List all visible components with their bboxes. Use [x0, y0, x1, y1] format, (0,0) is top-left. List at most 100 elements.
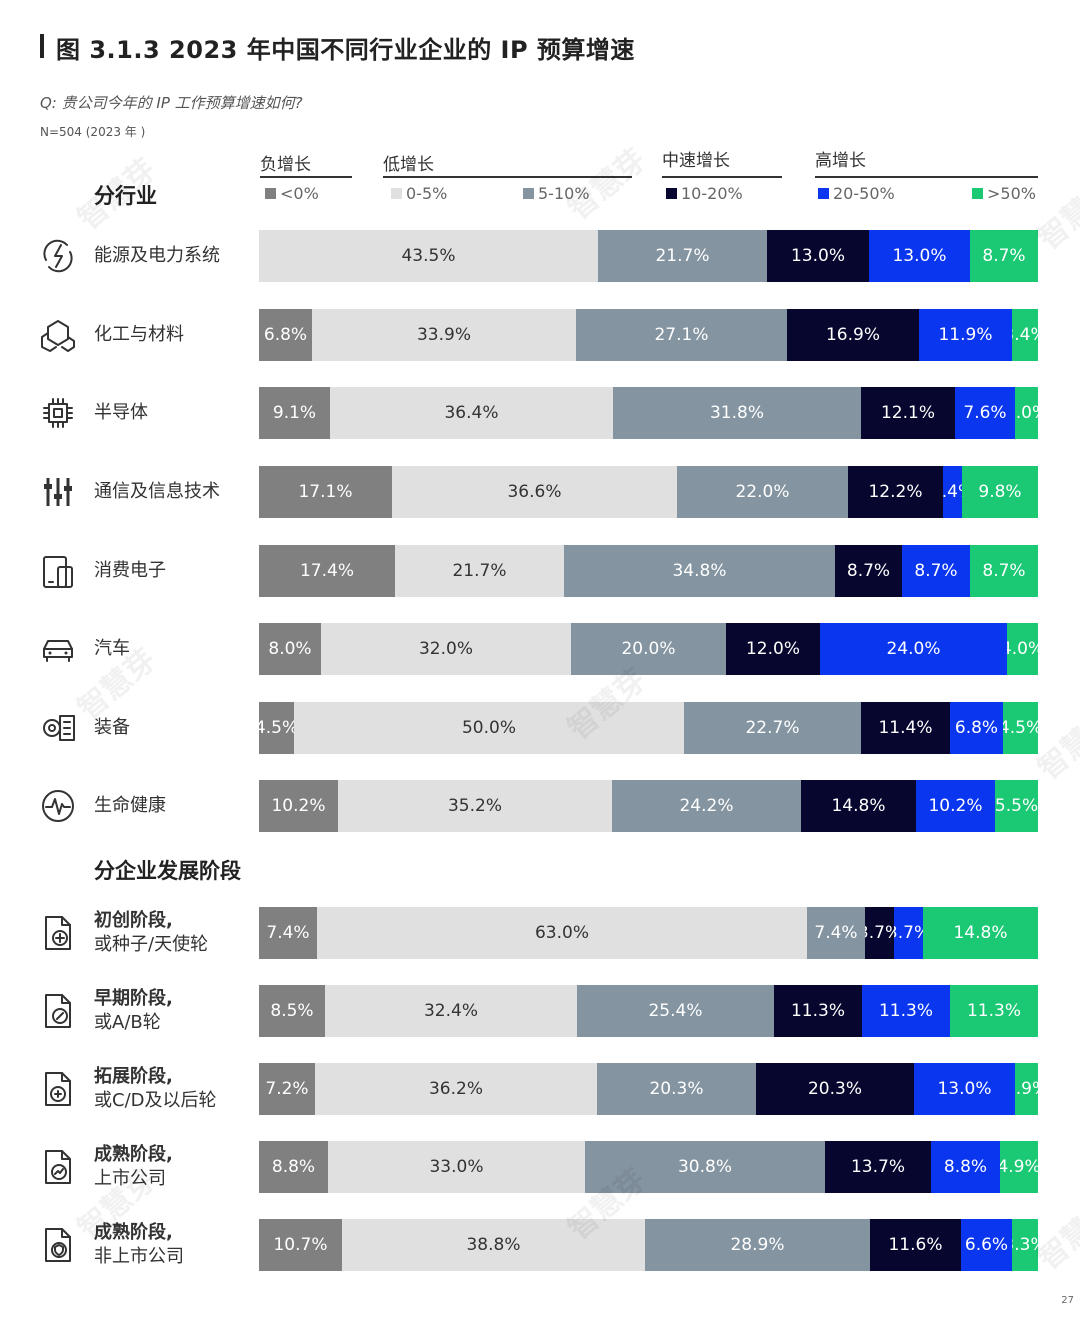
heartbeat-icon	[38, 786, 78, 826]
data-label: 12.0%	[745, 639, 800, 659]
page-number: 27	[1061, 1295, 1074, 1306]
bar-segment: 33.0%	[328, 1141, 585, 1193]
bar-segment: 63.0%	[317, 907, 807, 959]
legend-entry: >50%	[972, 184, 1036, 203]
data-label: 36.6%	[507, 482, 562, 502]
bar-segment: 6.8%	[950, 702, 1003, 754]
data-label: 32.0%	[418, 639, 473, 659]
data-label: 3.7%	[865, 923, 894, 943]
data-label: 16.9%	[825, 325, 880, 345]
bar-segment: 32.4%	[325, 985, 577, 1037]
bar-segment: 22.7%	[684, 702, 861, 754]
data-label: 11.9%	[938, 325, 993, 345]
stacked-bar: 10.2% 35.2% 24.2% 14.8% 10.2% 5.5%	[259, 780, 1038, 832]
doc-edit-icon	[38, 991, 78, 1031]
data-label: 3.0%	[1015, 403, 1038, 423]
row-label-secondary: 非上市公司	[94, 1246, 184, 1267]
bar-segment: 20.0%	[571, 623, 726, 675]
bar-segment: 34.8%	[564, 545, 835, 597]
data-label: 17.1%	[298, 482, 353, 502]
data-label: 13.0%	[790, 246, 845, 266]
bar-segment: 33.9%	[312, 309, 576, 361]
data-label: 5.5%	[995, 796, 1038, 816]
energy-icon	[38, 236, 78, 276]
data-label: 10.7%	[273, 1235, 328, 1255]
data-label: 36.2%	[428, 1079, 483, 1099]
row-label-secondary: 或C/D及以后轮	[94, 1090, 217, 1111]
bar-segment: 8.7%	[902, 545, 970, 597]
data-label: 4.9%	[1000, 1157, 1038, 1177]
data-label: 8.7%	[982, 561, 1026, 581]
legend-entry: 5-10%	[523, 184, 590, 203]
data-label: 7.6%	[963, 403, 1007, 423]
legend-entry: <0%	[265, 184, 319, 203]
row-label: 能源及电力系统	[94, 245, 220, 266]
bar-segment: 4.9%	[1000, 1141, 1038, 1193]
data-label: 8.7%	[846, 561, 891, 581]
bar-segment: 3.4%	[1012, 309, 1038, 361]
bar-segment: 24.0%	[820, 623, 1007, 675]
bar-segment: 3.7%	[865, 907, 894, 959]
data-label: 33.9%	[416, 325, 471, 345]
legend-swatch	[818, 188, 829, 199]
bar-segment: 14.8%	[923, 907, 1038, 959]
stacked-bar: 8.8% 33.0% 30.8% 13.7% 8.8% 4.9%	[259, 1141, 1038, 1193]
legend-label: 20-50%	[833, 184, 895, 203]
data-label: 24.2%	[679, 796, 734, 816]
data-label: 7.2%	[265, 1079, 309, 1099]
data-label: 38.8%	[466, 1235, 521, 1255]
legend-swatch	[523, 188, 534, 199]
bar-segment: 10.2%	[259, 780, 338, 832]
bar-segment: 21.7%	[598, 230, 767, 282]
data-label: 63.0%	[534, 923, 589, 943]
data-label: 4.0%	[1007, 639, 1038, 659]
bar-segment: 11.6%	[870, 1219, 961, 1271]
data-label: 3.7%	[894, 923, 923, 943]
stacked-bar: 6.8% 33.9% 27.1% 16.9% 11.9% 3.4%	[259, 309, 1038, 361]
car-icon	[38, 629, 78, 669]
sliders-icon	[38, 472, 78, 512]
data-label: 34.8%	[672, 561, 727, 581]
legend-group-underline	[662, 176, 782, 178]
title-accent-bar	[40, 34, 44, 58]
bar-segment: 11.3%	[862, 985, 950, 1037]
devices-icon	[38, 551, 78, 591]
bar-segment: 2.9%	[1015, 1063, 1038, 1115]
row-label-secondary: 或种子/天使轮	[94, 934, 209, 955]
chip-icon	[38, 393, 78, 433]
bar-segment: 3.7%	[894, 907, 923, 959]
data-label: 8.7%	[914, 561, 958, 581]
bar-segment: 10.2%	[916, 780, 995, 832]
doc-shield-icon	[38, 1225, 78, 1265]
bar-segment: 7.4%	[259, 907, 317, 959]
data-label: 7.4%	[814, 923, 858, 943]
stacked-bar: 7.4% 63.0% 7.4% 3.7%3.7% 14.8%	[259, 907, 1038, 959]
data-label: 11.3%	[966, 1001, 1021, 1021]
row-label: 消费电子	[94, 560, 166, 581]
bar-segment: 43.5%	[259, 230, 598, 282]
doc-plus-icon	[38, 913, 78, 953]
data-label: 22.0%	[735, 482, 790, 502]
doc-expand-icon	[38, 1069, 78, 1109]
data-label: 8.8%	[271, 1157, 316, 1177]
data-label: 10.2%	[928, 796, 983, 816]
data-label: 7.4%	[266, 923, 310, 943]
legend-swatch	[972, 188, 983, 199]
legend-swatch	[265, 188, 276, 199]
bar-segment: 16.9%	[787, 309, 919, 361]
bar-segment: 36.2%	[315, 1063, 597, 1115]
bar-segment: 8.8%	[259, 1141, 328, 1193]
data-label: 13.0%	[937, 1079, 992, 1099]
legend-label: 5-10%	[538, 184, 590, 203]
data-label: 6.8%	[263, 325, 308, 345]
data-label: 24.0%	[886, 639, 941, 659]
stacked-bar: 17.1% 36.6% 22.0% 12.2% 2.4% 9.8%	[259, 466, 1038, 518]
bar-segment: 11.4%	[861, 702, 950, 754]
bar-segment: 20.3%	[756, 1063, 914, 1115]
bar-segment: 8.7%	[835, 545, 902, 597]
data-label: 8.7%	[982, 246, 1026, 266]
bar-segment: 30.8%	[585, 1141, 825, 1193]
data-label: 20.0%	[621, 639, 676, 659]
row-label-primary: 早期阶段,	[94, 988, 173, 1009]
row-label: 早期阶段, 或A/B轮	[94, 987, 173, 1035]
